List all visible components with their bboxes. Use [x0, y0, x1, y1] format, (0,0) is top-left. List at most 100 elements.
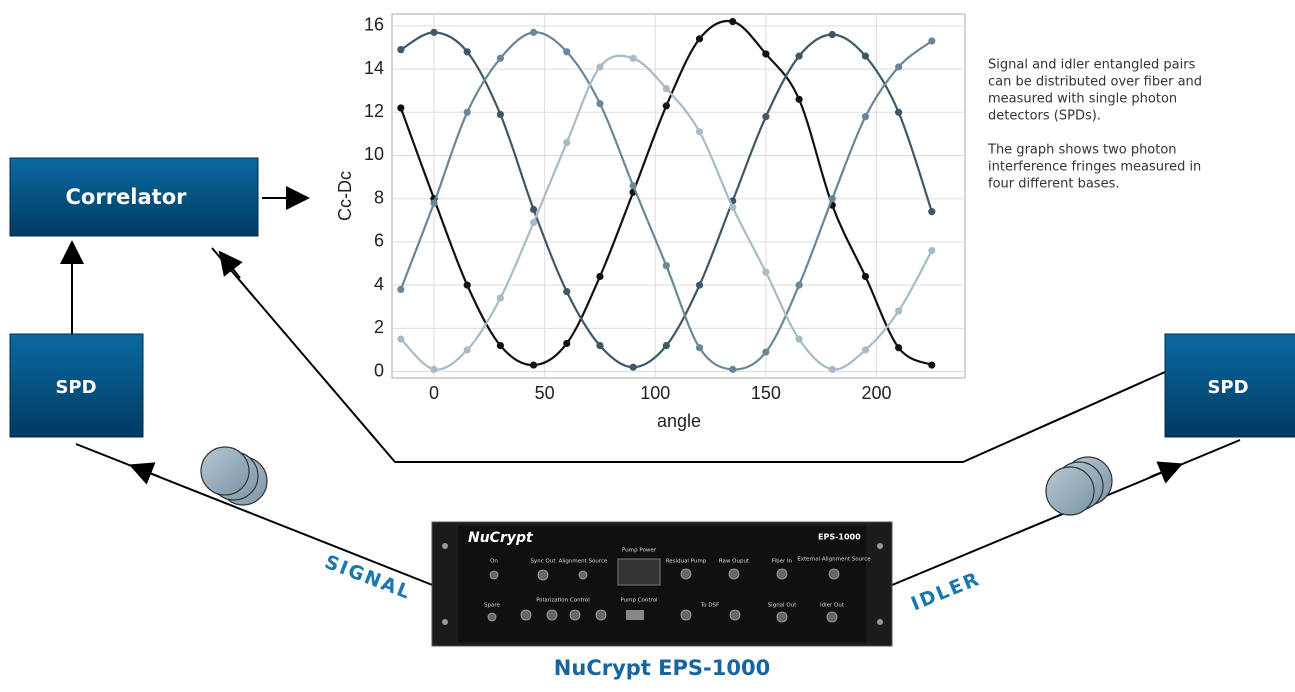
- wire: [211, 247, 1166, 463]
- device-brand: NuCrypt: [468, 530, 534, 546]
- y-tick-label: 0: [374, 360, 384, 380]
- data-point: [762, 268, 770, 276]
- data-point: [529, 28, 538, 36]
- data-point: [563, 48, 571, 56]
- data-point: [629, 182, 637, 190]
- data-point: [397, 335, 405, 343]
- data-point: [463, 346, 471, 354]
- data-point: [596, 272, 604, 281]
- data-point: [861, 52, 870, 60]
- data-point: [463, 48, 471, 56]
- spd-label: SPD: [55, 377, 96, 398]
- y-tick-label: 6: [374, 231, 384, 251]
- data-point: [563, 287, 571, 296]
- data-point: [695, 128, 704, 136]
- data-point: [729, 203, 737, 211]
- series-line: [399, 19, 933, 367]
- series-line: [400, 31, 933, 369]
- y-axis-label: Cc-Dc: [335, 171, 355, 221]
- data-point: [430, 365, 438, 373]
- data-point: [662, 102, 670, 110]
- data-point: [795, 95, 803, 103]
- description-line: detectors (SPDs).: [988, 109, 1101, 124]
- description-line: can be distributed over fiber and: [988, 75, 1202, 90]
- device-label: Sync Out: [531, 559, 557, 565]
- data-point: [529, 361, 538, 369]
- y-tick-label: 16: [364, 15, 384, 35]
- data-point: [828, 365, 836, 373]
- data-point: [729, 365, 737, 373]
- device-label: Fiber In: [772, 559, 793, 565]
- data-point: [463, 281, 471, 289]
- y-tick-label: 8: [374, 187, 384, 207]
- data-point: [828, 30, 836, 39]
- x-tick-label: 150: [751, 383, 781, 403]
- data-point: [596, 100, 604, 108]
- description-line: The graph shows two photon: [987, 143, 1177, 158]
- data-point: [729, 17, 737, 26]
- x-tick-label: 0: [429, 383, 439, 403]
- data-point: [928, 246, 936, 255]
- spd-box: [9, 333, 144, 438]
- device-label: Residual Pump: [666, 559, 707, 565]
- data-point: [795, 335, 803, 343]
- data-point: [762, 348, 770, 356]
- spd-box: [1164, 333, 1295, 438]
- data-point: [828, 195, 836, 203]
- data-point: [762, 50, 770, 58]
- y-tick-label: 12: [364, 101, 384, 121]
- fiber-spool: [200, 446, 268, 506]
- fiber-spool: [1045, 456, 1113, 516]
- data-point: [662, 84, 670, 93]
- description-line: four different bases.: [988, 177, 1120, 192]
- data-point: [629, 363, 637, 371]
- description: Signal and idler entangled pairs can be d…: [987, 58, 1202, 192]
- data-point: [430, 199, 438, 207]
- arrow: [218, 250, 243, 279]
- device-model: EPS-1000: [818, 533, 861, 542]
- device-label: Signal Out: [768, 603, 797, 609]
- y-tick-label: 14: [364, 58, 384, 78]
- data-point: [861, 113, 870, 121]
- idler-label: IDLER: [908, 568, 984, 616]
- data-point: [463, 108, 471, 116]
- data-point: [895, 344, 903, 352]
- plot-content: [397, 17, 936, 373]
- chart: 0 2 4 6 8 10 12 14 16 0 50 100 150 200: [364, 13, 966, 403]
- description-line: Signal and idler entangled pairs: [988, 58, 1196, 73]
- device-label: External Alignment Source: [797, 557, 871, 563]
- data-point: [529, 205, 538, 214]
- data-point: [629, 54, 637, 62]
- y-tick-label: 4: [374, 274, 384, 294]
- data-point: [928, 361, 936, 369]
- x-tick-label: 50: [535, 383, 555, 403]
- data-point: [563, 339, 571, 348]
- device-panel: NuCrypt EPS-1000 On Sync Out Alignment Sou…: [431, 521, 893, 647]
- data-point: [861, 272, 870, 281]
- device-label: Pump Power: [622, 548, 657, 554]
- device-label: To DSF: [700, 603, 719, 609]
- data-point: [496, 54, 505, 62]
- data-point: [596, 341, 604, 350]
- caption: NuCrypt EPS-1000: [554, 656, 770, 680]
- device-label: Idler Out: [820, 603, 845, 609]
- device-label: Pump Control: [620, 598, 658, 604]
- data-point: [563, 138, 571, 147]
- data-point: [397, 285, 405, 294]
- device-label: Raw Ouput: [719, 559, 750, 565]
- data-point: [397, 46, 405, 54]
- arrow: [1149, 461, 1184, 484]
- correlator-label: Correlator: [66, 185, 188, 209]
- x-tick-label: 100: [640, 383, 670, 403]
- data-point: [861, 346, 870, 354]
- x-tick-label: 200: [861, 383, 891, 403]
- data-point: [529, 218, 538, 227]
- data-point: [695, 344, 704, 352]
- description-line: measured with single photon: [988, 92, 1177, 107]
- y-tick-label: 2: [374, 317, 384, 337]
- data-point: [695, 35, 704, 43]
- data-point: [928, 208, 936, 216]
- data-point: [928, 37, 936, 45]
- spd-label: SPD: [1207, 377, 1248, 398]
